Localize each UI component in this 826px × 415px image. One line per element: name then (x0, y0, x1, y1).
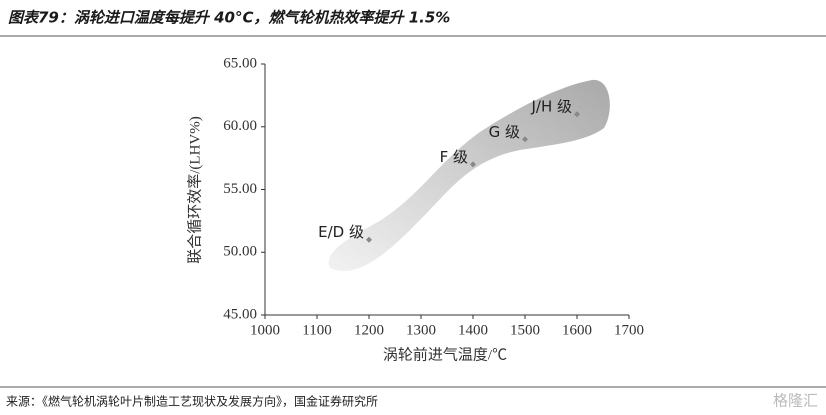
x-tick-label: 1600 (562, 322, 592, 338)
x-tick-label: 1000 (250, 322, 280, 338)
y-tick-label: 45.00 (223, 306, 257, 322)
point-label: J/H 级 (530, 98, 572, 116)
x-tick-label: 1100 (302, 322, 331, 338)
point (522, 136, 528, 143)
efficiency-band (328, 79, 610, 272)
title: 图表79：涡轮进口温度每提升 40°C，燃气轮机热效率提升 1.5% (8, 9, 450, 27)
point-label: F 级 (440, 148, 468, 166)
y-axis-label: 联合循环效率/(LHV%) (186, 116, 203, 263)
x-tick-label: 1700 (614, 322, 644, 338)
watermark: 格隆汇 (773, 392, 818, 410)
point (574, 111, 580, 118)
x-tick-label: 1200 (354, 322, 384, 338)
source: 来源：《燃气轮机涡轮叶片制造工艺现状及发展方向》，国金证券研究所 (6, 394, 378, 409)
point-label: E/D 级 (318, 223, 364, 241)
x-axis-label: 涡轮前进气温度/℃ (383, 346, 507, 363)
x-tick-label: 1400 (458, 322, 488, 338)
x-tick-label: 1500 (510, 322, 540, 338)
point (366, 236, 372, 243)
point-label: G 级 (489, 123, 520, 141)
plot: 45.00 50.00 55.00 60.00 65.00 1000 1100 1200 130… (223, 55, 644, 338)
y-tick-label: 50.00 (223, 244, 257, 260)
y-tick-label: 60.00 (223, 118, 257, 134)
y-tick-label: 55.00 (223, 181, 257, 197)
x-tick-label: 1300 (406, 322, 436, 338)
point (470, 161, 476, 168)
y-tick-label: 65.00 (223, 55, 257, 71)
